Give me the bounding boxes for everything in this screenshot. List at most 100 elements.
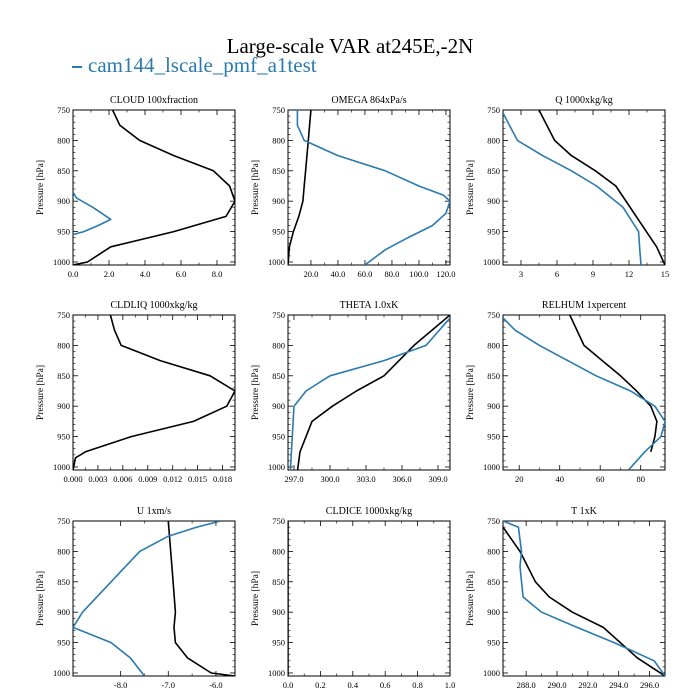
x-tick-label: 3 [519, 269, 523, 279]
x-tick-label: 4.0 [140, 269, 151, 279]
y-tick-label: 750 [57, 516, 70, 526]
x-tick-label: 0.018 [213, 474, 232, 484]
legend-line-swatch [72, 66, 82, 69]
x-tick-label: 288.0 [517, 680, 536, 690]
y-tick-label: 800 [57, 546, 70, 556]
x-tick-label: 0.000 [63, 474, 82, 484]
x-tick-label: 6.0 [176, 269, 187, 279]
x-tick-label: 20 [515, 474, 524, 484]
x-tick-label: 292.0 [578, 680, 597, 690]
panel-3: Q 1000xkg/kg Pressure [hPa] 750 800 850 900 95… [466, 95, 669, 279]
x-tick-label: 290.0 [547, 680, 566, 690]
y-tick-label: 950 [57, 638, 70, 648]
y-tick-label: 850 [57, 371, 70, 381]
plot-frame [72, 109, 236, 266]
blue-series-line [289, 317, 450, 470]
panel-6: RELHUM 1xpercent Pressure [hPa] 750 800 850 9… [466, 300, 666, 484]
panel-title: CLDICE 1000xkg/kg [326, 506, 412, 517]
y-tick-label: 1000 [53, 668, 70, 678]
y-axis-label: Pressure [hPa] [251, 160, 261, 215]
plot-frame [287, 520, 451, 677]
y-tick-label: 900 [272, 607, 285, 617]
y-axis-label: Pressure [hPa] [36, 160, 46, 215]
x-tick-label: 100.0 [409, 269, 428, 279]
x-tick-label: 80.0 [385, 269, 400, 279]
y-tick-label: 800 [487, 546, 500, 556]
y-tick-label: 950 [487, 638, 500, 648]
panel-8: CLDICE 1000xkg/kg Pressure [hPa] 750 800 850… [251, 506, 455, 690]
y-tick-label: 800 [57, 135, 70, 145]
x-tick-label: 0.006 [113, 474, 132, 484]
y-tick-label: 1000 [268, 257, 285, 267]
y-tick-label: 900 [57, 196, 70, 206]
black-series-line [503, 526, 665, 676]
x-tick-label: 1.0 [445, 680, 456, 690]
y-tick-label: 750 [57, 105, 70, 115]
y-tick-label: 850 [272, 577, 285, 587]
x-tick-label: 6 [555, 269, 559, 279]
panel-5: THETA 1.0xK Pressure [hPa] 750 800 850 900 950… [251, 300, 451, 484]
x-tick-label: 306.0 [392, 474, 411, 484]
legend: cam144_lscale_pmf_a1test [72, 53, 317, 78]
legend-label: cam144_lscale_pmf_a1test [88, 53, 317, 77]
y-axis-label: Pressure [hPa] [251, 571, 261, 626]
panel-1: CLOUD 100xfraction Pressure [hPa] 750 800 85… [36, 95, 236, 279]
plot-frame [72, 520, 236, 677]
x-tick-label: 0.0 [283, 680, 294, 690]
y-tick-label: 950 [272, 432, 285, 442]
y-tick-label: 850 [487, 371, 500, 381]
x-tick-label: 309.0 [428, 474, 447, 484]
black-series-line [288, 110, 312, 265]
x-tick-label: -8.0 [114, 680, 127, 690]
panel-title: Q 1000xkg/kg [555, 95, 613, 106]
y-tick-label: 750 [487, 105, 500, 115]
y-tick-label: 1000 [268, 462, 285, 472]
y-axis-label: Pressure [hPa] [36, 365, 46, 420]
y-tick-label: 850 [487, 577, 500, 587]
x-tick-label: 20.0 [304, 269, 319, 279]
black-series-line [73, 110, 235, 265]
y-tick-label: 800 [272, 135, 285, 145]
black-series-line [538, 110, 665, 265]
panel-title: CLOUD 100xfraction [110, 95, 198, 106]
plot-frame [72, 314, 236, 471]
x-tick-label: 0.012 [163, 474, 182, 484]
x-tick-label: 0.009 [138, 474, 157, 484]
x-tick-label: 0.6 [380, 680, 391, 690]
y-axis-label: Pressure [hPa] [251, 365, 261, 420]
y-tick-label: 900 [272, 401, 285, 411]
x-tick-label: 40 [555, 474, 564, 484]
blue-series-line [503, 317, 665, 470]
x-tick-label: 303.0 [356, 474, 375, 484]
x-tick-label: -6.0 [209, 680, 222, 690]
y-tick-label: 900 [272, 196, 285, 206]
x-tick-label: 80 [636, 474, 645, 484]
blue-series-line [503, 521, 665, 676]
y-tick-label: 750 [272, 516, 285, 526]
y-axis-label: Pressure [hPa] [466, 160, 476, 215]
plot-frame [502, 109, 666, 266]
panel-title: U 1xm/s [137, 506, 171, 517]
black-series-line [167, 521, 235, 676]
y-tick-label: 950 [272, 638, 285, 648]
y-tick-label: 900 [57, 607, 70, 617]
x-tick-label: 296.0 [640, 680, 659, 690]
plot-frame [287, 109, 451, 266]
panel-7: U 1xm/s Pressure [hPa] 750 800 850 900 950 1000… [36, 506, 236, 690]
y-tick-label: 900 [487, 196, 500, 206]
y-tick-label: 750 [487, 516, 500, 526]
y-tick-label: 800 [57, 340, 70, 350]
y-tick-label: 900 [487, 607, 500, 617]
x-tick-label: 8.0 [212, 269, 223, 279]
y-tick-label: 1000 [268, 668, 285, 678]
x-tick-label: -7.0 [162, 680, 175, 690]
y-tick-label: 750 [272, 105, 285, 115]
y-tick-label: 850 [57, 166, 70, 176]
black-series-line [569, 315, 658, 453]
y-axis-label: Pressure [hPa] [36, 571, 46, 626]
blue-series-line [73, 521, 221, 676]
y-tick-label: 850 [272, 166, 285, 176]
y-axis-label: Pressure [hPa] [466, 365, 476, 420]
x-tick-label: 0.4 [347, 680, 358, 690]
